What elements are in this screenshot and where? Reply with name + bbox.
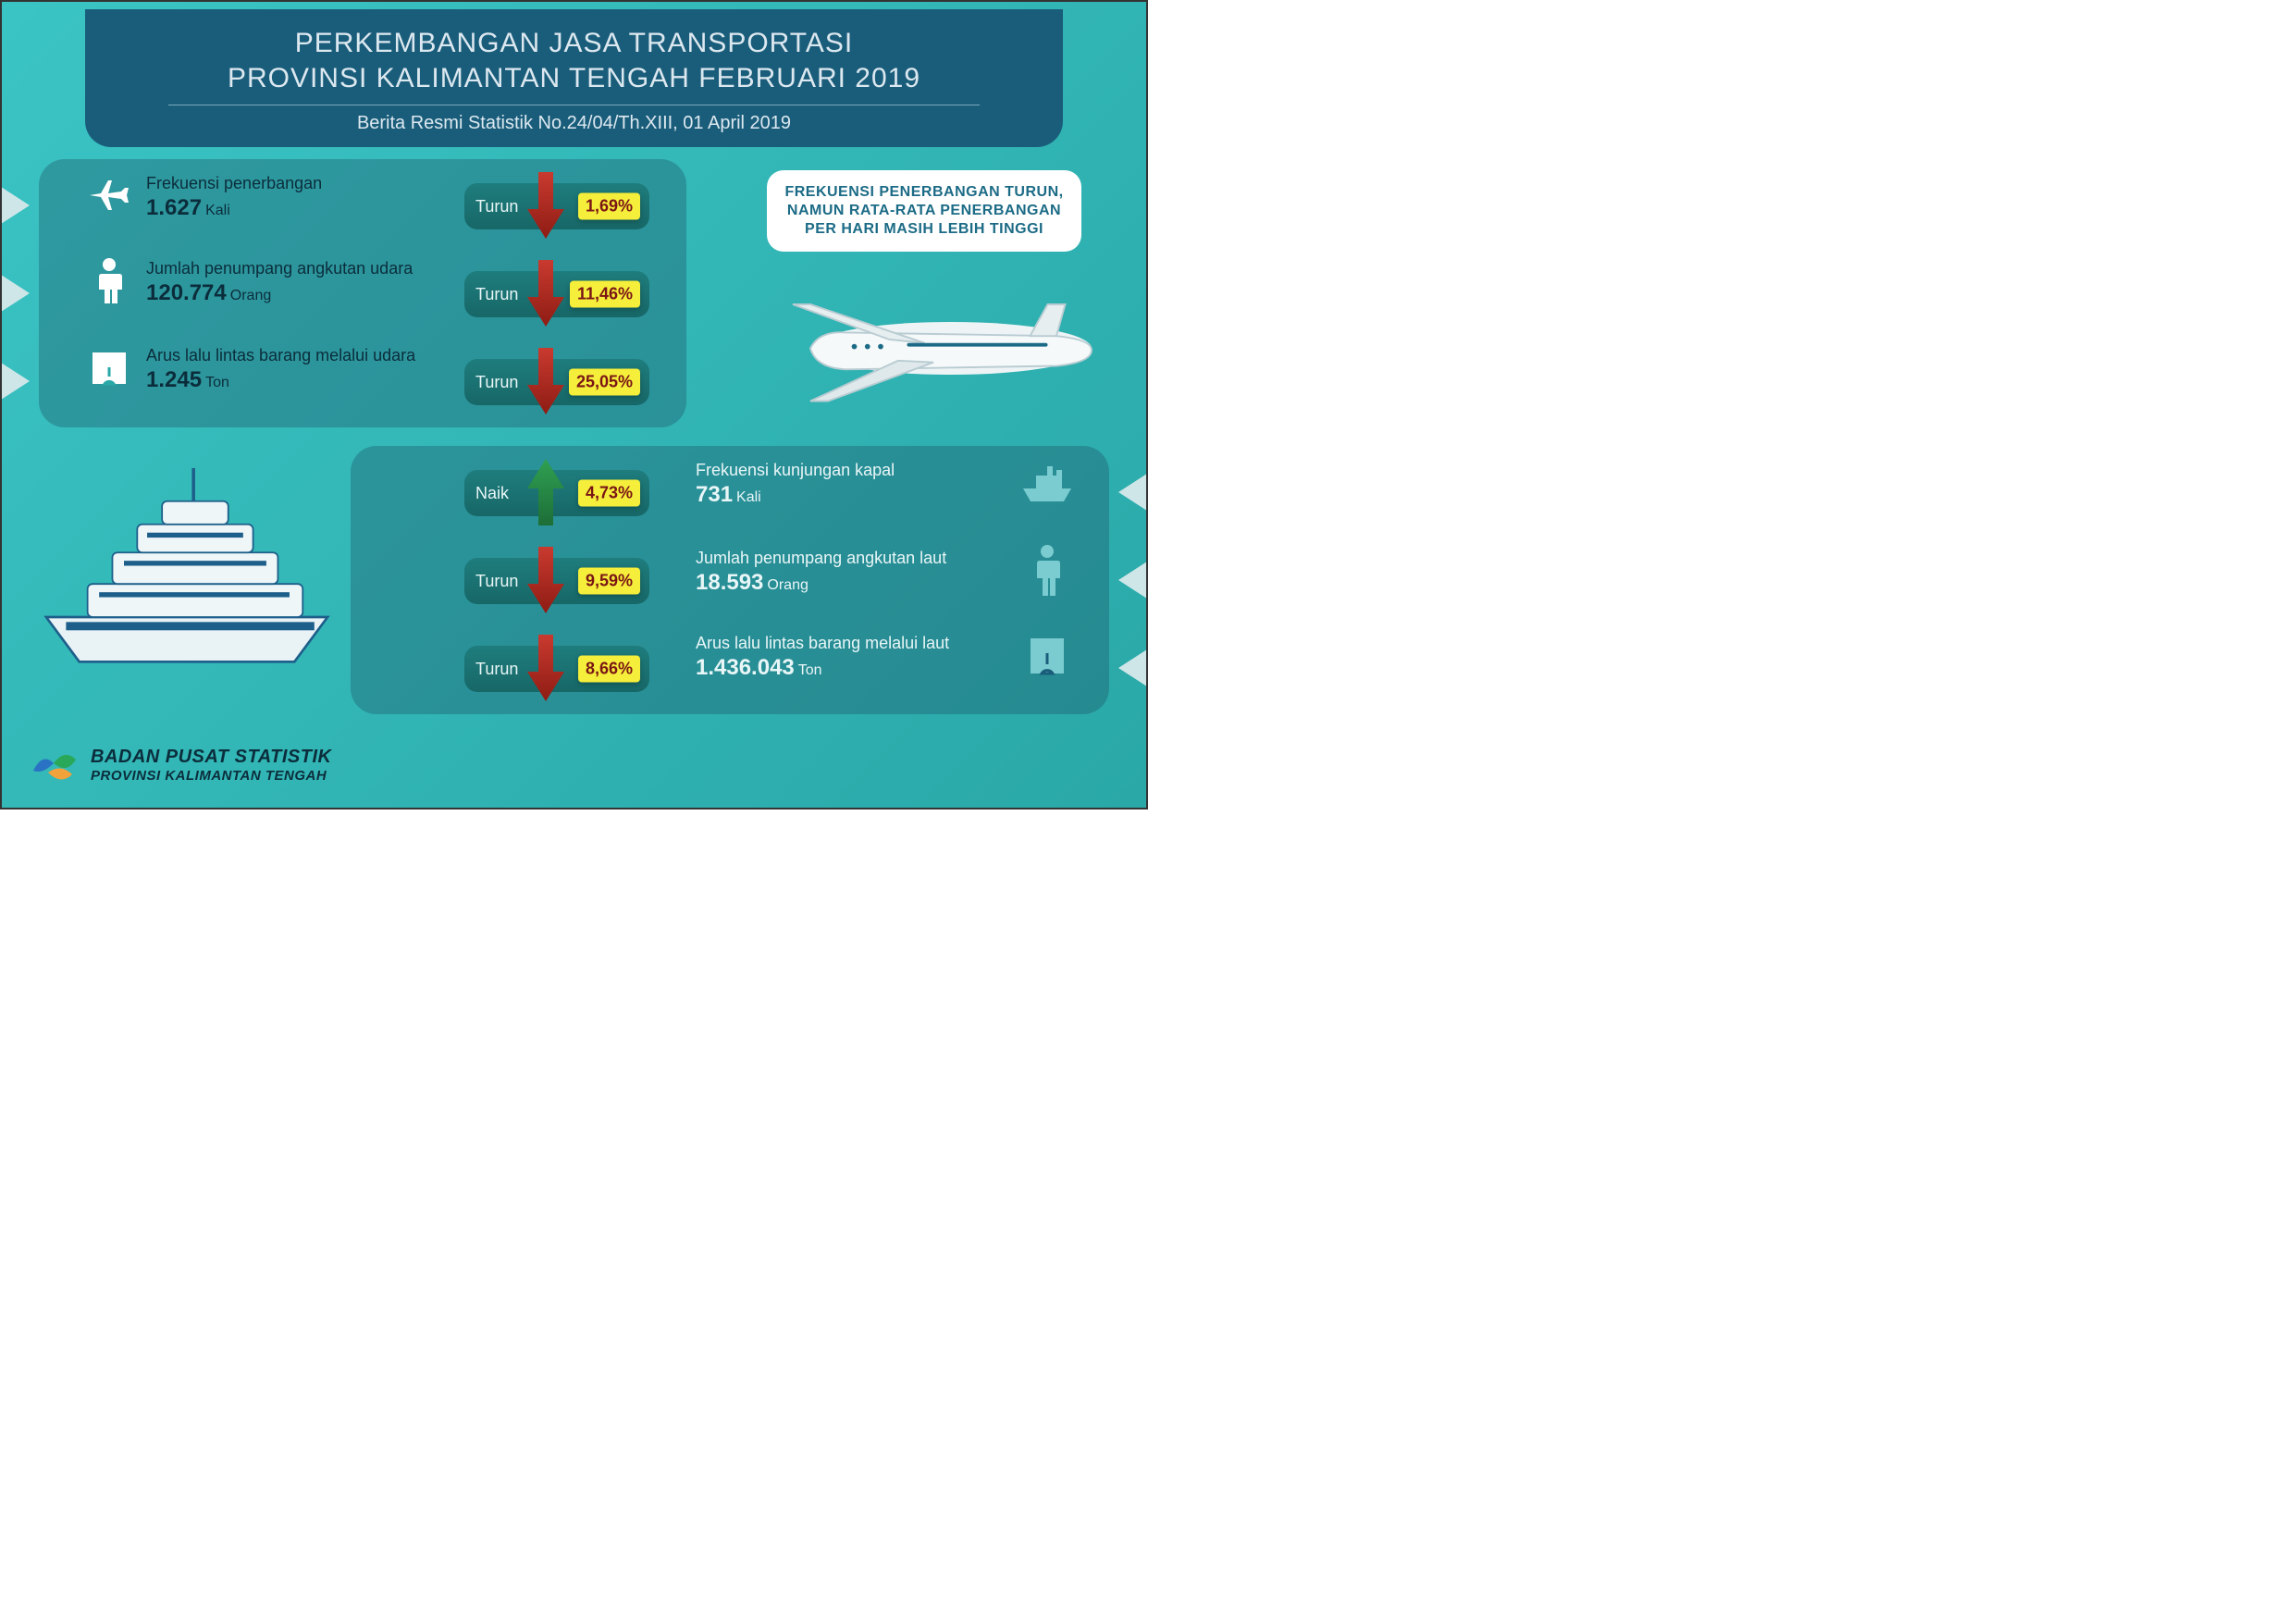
pill-tag: Turun (475, 373, 518, 392)
bullet-triangle (1118, 648, 1148, 688)
person-icon (1019, 544, 1075, 600)
air-value: 1.627 (146, 195, 202, 220)
arrow-down-icon (525, 168, 566, 242)
sea-value: 18.593 (696, 570, 763, 595)
air-row-cargo: Arus lalu lintas barang melalui udara 1.… (81, 346, 433, 393)
header-subtitle: Berita Resmi Statistik No.24/04/Th.XIII,… (113, 113, 1035, 134)
pill-tag: Turun (475, 660, 518, 679)
callout-box: FREKUENSI PENERBANGAN TURUN, NAMUN RATA-… (767, 170, 1081, 252)
air-label: Arus lalu lintas barang melalui udara (146, 346, 415, 365)
arrow-down-icon (525, 344, 566, 418)
ship-icon (1019, 461, 1075, 508)
bullet-triangle (1118, 560, 1148, 600)
cargo-icon (81, 347, 137, 392)
arrow-down-icon (525, 631, 566, 705)
org-name: BADAN PUSAT STATISTIK (91, 747, 332, 768)
sea-row-cargo: Arus lalu lintas barang melalui laut 1.4… (686, 633, 1075, 682)
air-pill-cargo: Turun 25,05% (464, 359, 649, 405)
footer-org: BADAN PUSAT STATISTIK PROVINSI KALIMANTA… (30, 743, 332, 787)
air-value: 120.774 (146, 280, 227, 305)
airplane-illustration (758, 252, 1109, 427)
sea-pill-passengers: Turun 9,59% (464, 558, 649, 604)
pill-tag: Naik (475, 484, 509, 503)
pct-value: 8,66% (578, 656, 640, 683)
air-unit: Kali (205, 203, 230, 218)
sea-label: Jumlah penumpang angkutan laut (696, 549, 982, 568)
sea-label: Frekuensi kunjungan kapal (696, 461, 982, 480)
sea-value: 731 (696, 482, 733, 507)
sea-pill-frequency: Naik 4,73% (464, 470, 649, 516)
sea-value: 1.436.043 (696, 655, 795, 680)
arrow-up-icon (525, 455, 566, 529)
pill-tag: Turun (475, 285, 518, 304)
air-unit: Orang (230, 288, 271, 303)
sea-row-passengers: Jumlah penumpang angkutan laut 18.593Ora… (686, 544, 1075, 600)
title-line-1: PERKEMBANGAN JASA TRANSPORTASI (295, 28, 854, 58)
air-label: Jumlah penumpang angkutan udara (146, 259, 413, 278)
arrow-down-icon (525, 256, 566, 330)
cargo-icon (1019, 633, 1075, 682)
air-row-passengers: Jumlah penumpang angkutan udara 120.774O… (81, 257, 433, 308)
pct-value: 9,59% (578, 568, 640, 595)
sea-label: Arus lalu lintas barang melalui laut (696, 634, 982, 653)
pct-value: 1,69% (578, 193, 640, 220)
sea-unit: Kali (736, 489, 761, 505)
bullet-triangle (0, 185, 30, 226)
sea-row-frequency: Frekuensi kunjungan kapal 731Kali (686, 461, 1075, 508)
plane-icon (81, 177, 137, 218)
pill-tag: Turun (475, 197, 518, 216)
title-line-2: PROVINSI KALIMANTAN TENGAH FEBRUARI 2019 (228, 63, 920, 93)
bullet-triangle (0, 273, 30, 314)
air-pill-passengers: Turun 11,46% (464, 271, 649, 317)
header-band: PERKEMBANGAN JASA TRANSPORTASI PROVINSI … (85, 9, 1063, 147)
pill-tag: Turun (475, 572, 518, 591)
air-row-frequency: Frekuensi penerbangan 1.627Kali (81, 174, 433, 221)
air-pill-frequency: Turun 1,69% (464, 183, 649, 229)
pct-value: 25,05% (569, 369, 640, 396)
page-title: PERKEMBANGAN JASA TRANSPORTASI PROVINSI … (113, 26, 1035, 95)
arrow-down-icon (525, 543, 566, 617)
air-label: Frekuensi penerbangan (146, 174, 322, 193)
pct-value: 11,46% (570, 281, 640, 308)
sea-unit: Ton (798, 662, 822, 678)
bps-logo-icon (30, 743, 80, 787)
bullet-triangle (0, 361, 30, 402)
sea-unit: Orang (767, 577, 808, 593)
pct-value: 4,73% (578, 480, 640, 507)
person-icon (81, 257, 137, 308)
sea-pill-cargo: Turun 8,66% (464, 646, 649, 692)
org-region: PROVINSI KALIMANTAN TENGAH (91, 768, 332, 784)
air-value: 1.245 (146, 367, 202, 392)
cruise-ship-illustration (30, 460, 344, 675)
bullet-triangle (1118, 472, 1148, 513)
infographic-canvas: PERKEMBANGAN JASA TRANSPORTASI PROVINSI … (0, 0, 1148, 810)
air-unit: Ton (205, 375, 229, 390)
